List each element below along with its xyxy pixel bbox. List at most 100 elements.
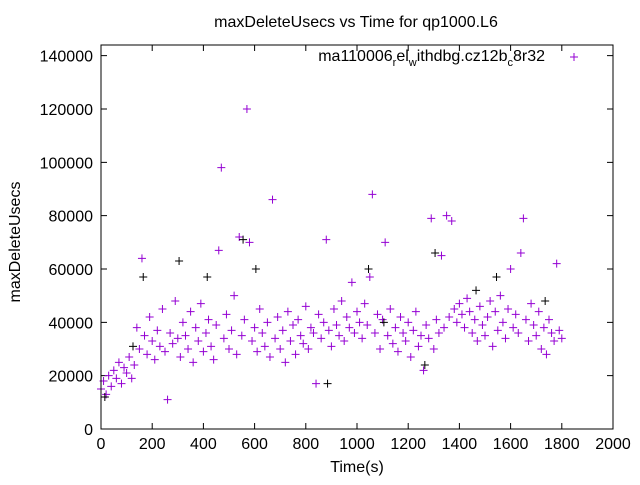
x-tick-label: 200 [139, 436, 166, 453]
data-point [501, 334, 510, 343]
data-point [286, 337, 295, 345]
y-tick-label: 80000 [49, 209, 94, 226]
data-point [239, 235, 248, 244]
data-point [196, 299, 205, 308]
data-point [383, 331, 392, 340]
data-point [404, 318, 413, 327]
data-point [278, 326, 287, 335]
x-axis-label: Time(s) [330, 459, 384, 476]
x-tick-label: 400 [190, 436, 217, 453]
axis-ticks: 0 200 400 600 800 1000 1200 1400 1600 1800 2000020… [40, 45, 631, 453]
data-point [427, 214, 436, 223]
data-point [552, 259, 561, 268]
data-point [271, 334, 280, 343]
data-point [232, 350, 241, 359]
data-point [350, 329, 359, 337]
data-point [431, 249, 440, 257]
data-point [204, 315, 213, 324]
data-point [493, 326, 502, 335]
legend-marker-plus [570, 53, 578, 61]
data-point [329, 305, 338, 313]
data-point [291, 350, 300, 359]
data-point [504, 305, 513, 313]
data-point [150, 355, 159, 364]
data-point [452, 318, 461, 327]
data-point [470, 315, 479, 324]
data-point [481, 331, 489, 340]
data-point [268, 195, 277, 204]
data-point [424, 334, 433, 343]
data-point [498, 318, 507, 327]
data-point [263, 318, 272, 327]
data-point [253, 347, 262, 356]
data-point [140, 331, 149, 340]
data-point [145, 313, 154, 321]
data-point [120, 363, 129, 372]
data-point [276, 345, 285, 353]
plot-frame [100, 44, 614, 430]
data-point [457, 310, 466, 319]
data-point [209, 355, 218, 364]
x-tick-label: 0 [97, 436, 106, 453]
data-point [178, 318, 187, 327]
data-point [132, 323, 141, 332]
data-point [153, 326, 162, 335]
data-point [314, 310, 323, 319]
data-point [414, 342, 423, 351]
data-point [294, 315, 303, 324]
data-point [534, 307, 543, 316]
data-point [207, 342, 216, 351]
data-point [460, 323, 469, 332]
data-point [168, 339, 177, 348]
data-point [537, 345, 546, 353]
data-point [465, 307, 474, 316]
data-point [388, 339, 397, 348]
data-point [260, 342, 269, 351]
data-point [492, 273, 501, 281]
data-point [322, 235, 331, 244]
data-point [491, 307, 500, 316]
data-point [506, 265, 515, 273]
x-tick-label: 1600 [493, 436, 529, 453]
data-point [283, 307, 292, 316]
data-point [353, 307, 361, 316]
data-point [355, 318, 364, 327]
data-point [529, 321, 538, 329]
data-point [248, 337, 257, 345]
data-point [550, 337, 559, 345]
data-point [242, 105, 251, 113]
data-point [199, 347, 208, 356]
data-point [324, 326, 333, 335]
data-point [230, 291, 239, 300]
data-point [332, 321, 341, 329]
data-point [214, 246, 223, 255]
x-tick-label: 1200 [390, 436, 426, 453]
data-point [265, 353, 274, 361]
data-point [319, 318, 328, 327]
data-point [365, 273, 374, 281]
data-point [396, 313, 405, 321]
data-point [511, 310, 520, 319]
data-point [158, 305, 167, 313]
data-point [475, 302, 484, 311]
data-point [104, 371, 113, 380]
data-point [422, 321, 431, 329]
data-point [401, 337, 410, 345]
data-point [163, 395, 172, 404]
data-point [122, 369, 131, 377]
data-point [100, 393, 109, 401]
y-tick-label: 60000 [49, 262, 94, 279]
data-point [370, 329, 379, 337]
data-point [363, 321, 372, 329]
y-tick-label: 20000 [49, 369, 94, 386]
data-point [309, 329, 318, 337]
data-point [434, 329, 443, 337]
data-point [542, 350, 551, 359]
legend-label: ma110006relwithdbg.cz12bc8r32 [318, 48, 545, 69]
x-tick-label: 800 [292, 436, 319, 453]
y-tick-label: 0 [84, 422, 93, 439]
data-point [161, 347, 169, 356]
data-point [175, 257, 184, 265]
data-point [127, 374, 136, 383]
